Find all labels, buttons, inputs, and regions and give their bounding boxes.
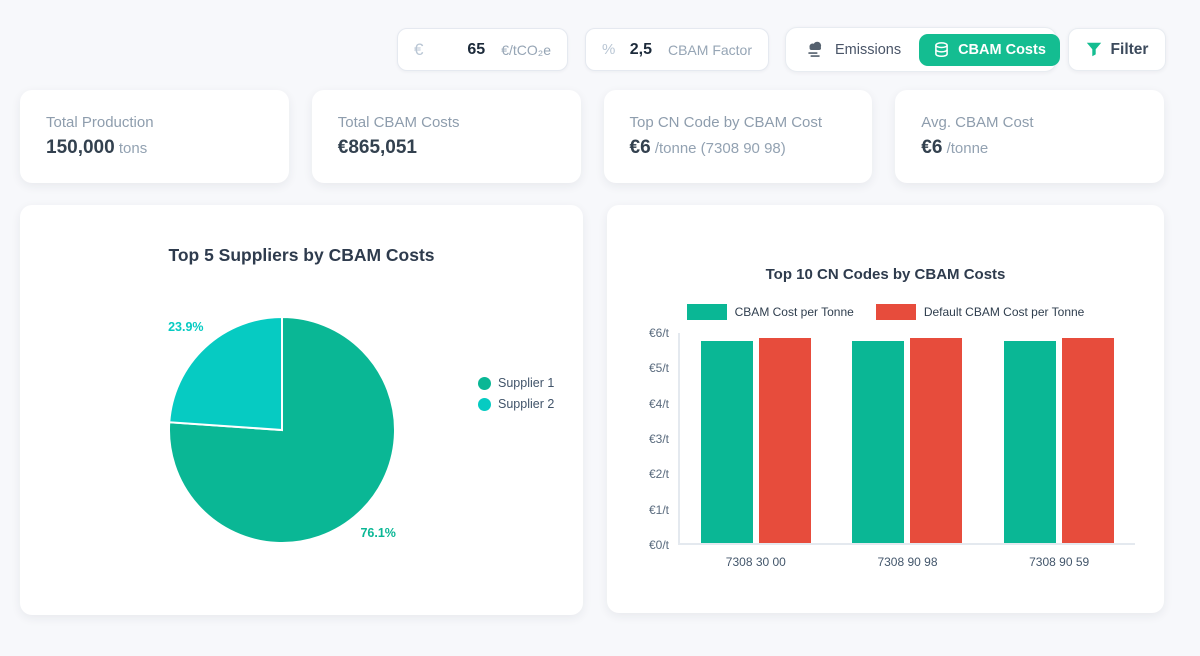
stat-label: Total CBAM Costs: [337, 114, 460, 131]
stats-row: Total Production 150,000 tons Total CBAM…: [20, 90, 1164, 183]
pie-legend: Supplier 1 Supplier 2: [478, 376, 554, 411]
cbam-costs-toggle-label: CBAM Costs: [958, 41, 1046, 58]
bar-chart-title: Top 10 CN Codes by CBAM Costs: [765, 266, 1006, 283]
emissions-toggle-button[interactable]: Emissions: [792, 33, 915, 66]
bar-ytick-label: €1/t: [648, 502, 669, 517]
pie-chart-title: Top 5 Suppliers by CBAM Costs: [168, 245, 435, 265]
suppliers-pie-card: Top 5 Suppliers by CBAM Costs 76.1% 23.9%…: [20, 205, 583, 615]
bar-default-cbam-cost-per-tonne: [1062, 338, 1115, 543]
bar-default-cbam-cost-per-tonne: [910, 338, 963, 543]
supplier-2-dot: [478, 397, 491, 411]
stat-value: 150,000: [46, 137, 115, 158]
bar-group-7308-90-98: 7308 90 98: [851, 333, 963, 569]
bar-xlabel: 7308 90 98: [877, 555, 938, 569]
bar-legend: CBAM Cost per Tonne Default CBAM Cost pe…: [607, 304, 1164, 320]
view-toggle: Emissions CBAM Costs: [785, 27, 1060, 72]
cbam-costs-toggle-button[interactable]: CBAM Costs: [919, 33, 1060, 66]
carbon-price-input[interactable]: € 65 €/tCO₂e: [397, 28, 568, 71]
bar-cbam-cost-per-tonne: [700, 341, 753, 543]
stat-unit: /tonne (7308 90 98): [654, 140, 786, 157]
percent-icon: %: [602, 41, 616, 58]
cn-codes-bar-card: Top 10 CN Codes by CBAM Costs CBAM Cost …: [607, 205, 1164, 613]
stat-card-total-cbam-costs: Total CBAM Costs €865,051: [311, 90, 581, 183]
pie-slice-label: 76.1%: [360, 526, 395, 540]
stat-card-total-production: Total Production 150,000 tons: [20, 90, 289, 183]
stat-label: Avg. CBAM Cost: [921, 114, 1034, 131]
bar-cbam-cost-per-tonne: [1004, 341, 1057, 543]
carbon-price-value[interactable]: 65: [467, 40, 486, 58]
supplier-2-label: Supplier 2: [498, 397, 555, 411]
smog-icon: [806, 41, 827, 58]
bar-cbam-cost-per-tonne: [852, 341, 905, 543]
bar-legend-item-default-cbam-cost[interactable]: Default CBAM Cost per Tonne: [875, 304, 1085, 320]
emissions-toggle-label: Emissions: [835, 41, 902, 58]
stat-label: Top CN Code by CBAM Cost: [629, 114, 823, 131]
bar-ytick-label: €5/t: [648, 361, 669, 376]
supplier-1-label: Supplier 1: [498, 376, 555, 390]
cbam-cost-swatch: [686, 304, 727, 320]
filter-button-label: Filter: [1110, 40, 1149, 58]
stat-label: Total Production: [46, 114, 154, 131]
stat-unit: tons: [118, 140, 148, 157]
bar-ytick-label: €0/t: [648, 538, 669, 552]
default-cbam-cost-legend-label: Default CBAM Cost per Tonne: [923, 305, 1085, 319]
bar-xlabel: 7308 30 00: [725, 555, 786, 569]
pie-legend-item-supplier-2[interactable]: Supplier 2: [478, 397, 554, 411]
cbam-factor-label: CBAM Factor: [667, 41, 752, 58]
bar-y-axis: €6/t €5/t €4/t €3/t €2/t €1/t €0/t: [607, 326, 669, 552]
bar-default-cbam-cost-per-tonne: [758, 338, 811, 543]
funnel-icon: [1086, 42, 1102, 57]
bar-ytick-label: €3/t: [648, 432, 669, 446]
stat-value: €6: [629, 137, 651, 158]
filter-button[interactable]: Filter: [1068, 28, 1166, 71]
stat-value: €6: [921, 137, 943, 158]
carbon-price-unit: €/tCO₂e: [501, 41, 551, 58]
toolbar: € 65 €/tCO₂e % 2,5 CBAM Factor: [0, 0, 1200, 80]
bar-ytick-label: €2/t: [648, 467, 669, 482]
bar-legend-item-cbam-cost[interactable]: CBAM Cost per Tonne: [686, 304, 854, 320]
bar-group-7308-30-00: 7308 30 00: [700, 333, 812, 569]
cbam-factor-input[interactable]: % 2,5 CBAM Factor: [585, 28, 769, 71]
cbam-factor-value[interactable]: 2,5: [629, 40, 652, 58]
bar-ytick-label: €4/t: [648, 396, 669, 411]
suppliers-pie-chart: 76.1% 23.9%: [168, 315, 396, 544]
bar-chart-plot: 7308 30 00 7308 90 98 7308 90 59: [678, 333, 1135, 569]
pie-slice-label: 23.9%: [168, 320, 203, 334]
default-cbam-cost-swatch: [875, 304, 916, 320]
coins-icon: [933, 41, 950, 58]
stat-unit: /tonne: [946, 140, 989, 157]
stat-card-top-cn-code: Top CN Code by CBAM Cost €6 /tonne (7308…: [603, 90, 873, 183]
stat-value: €865,051: [337, 137, 417, 158]
bar-group-7308-90-59: 7308 90 59: [1003, 333, 1115, 569]
bar-xlabel: 7308 90 59: [1029, 555, 1090, 569]
cbam-cost-legend-label: CBAM Cost per Tonne: [734, 305, 854, 319]
bar-ytick-label: €6/t: [648, 326, 669, 340]
supplier-1-dot: [478, 376, 491, 390]
stat-card-avg-cbam-cost: Avg. CBAM Cost €6 /tonne: [895, 90, 1164, 183]
pie-legend-item-supplier-1[interactable]: Supplier 1: [478, 376, 554, 390]
pie-slice-supplier-2: [168, 315, 283, 432]
euro-icon: €: [414, 39, 424, 59]
